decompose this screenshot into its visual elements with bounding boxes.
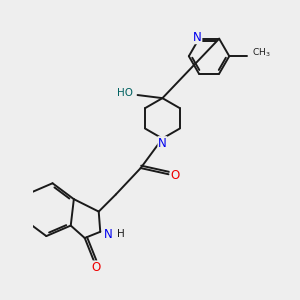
Text: H: H	[117, 229, 125, 239]
Text: N: N	[158, 137, 167, 150]
Text: O: O	[170, 169, 179, 182]
Text: O: O	[91, 261, 100, 274]
Text: HO: HO	[117, 88, 133, 98]
Text: N: N	[193, 31, 202, 44]
Text: CH$_3$: CH$_3$	[252, 47, 271, 59]
Text: N: N	[104, 228, 112, 242]
